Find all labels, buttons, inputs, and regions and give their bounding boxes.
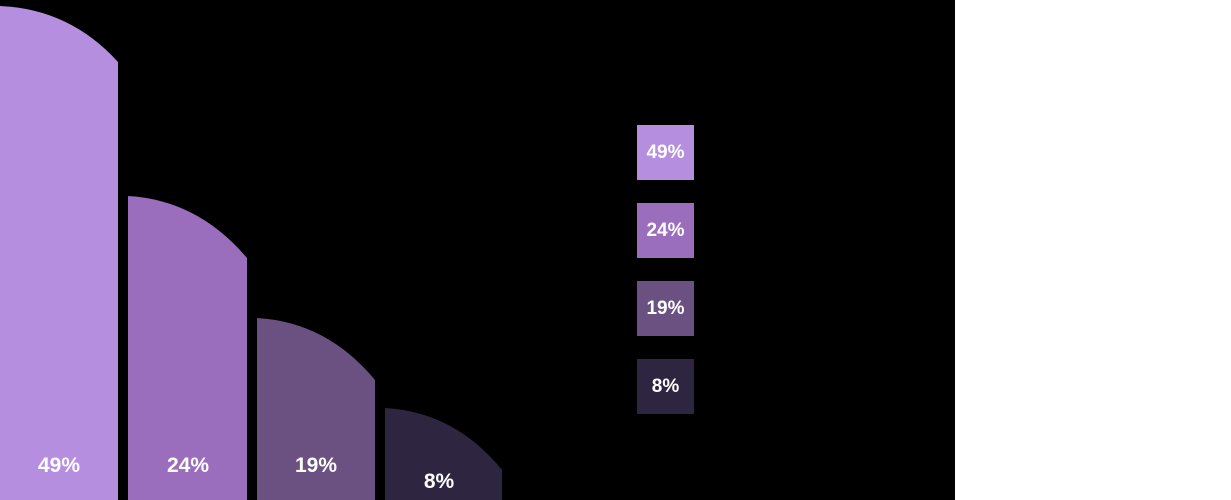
- bar-49pct: [0, 6, 118, 500]
- legend-label-24: 24%: [646, 219, 685, 241]
- bar-8pct: [385, 408, 502, 500]
- legend-item-24: 24%: [637, 203, 694, 258]
- legend-item-19: 19%: [637, 281, 694, 336]
- legend-label-49: 49%: [646, 141, 685, 163]
- bar-19pct: [257, 318, 375, 500]
- curved-bar-chart: [0, 6, 502, 500]
- bar-24pct: [128, 196, 247, 500]
- legend-label-8: 8%: [651, 375, 680, 397]
- legend-item-49: 49%: [637, 125, 694, 180]
- bar-value-label-19: 19%: [294, 454, 338, 477]
- right-panel: [955, 0, 1231, 500]
- legend-item-8: 8%: [637, 359, 694, 414]
- bar-value-label-24: 24%: [166, 454, 210, 477]
- legend-label-19: 19%: [646, 297, 685, 319]
- legend: 49% 24% 19% 8%: [637, 125, 694, 414]
- bar-value-label-8: 8%: [423, 470, 455, 493]
- bar-value-label-49: 49%: [37, 454, 81, 477]
